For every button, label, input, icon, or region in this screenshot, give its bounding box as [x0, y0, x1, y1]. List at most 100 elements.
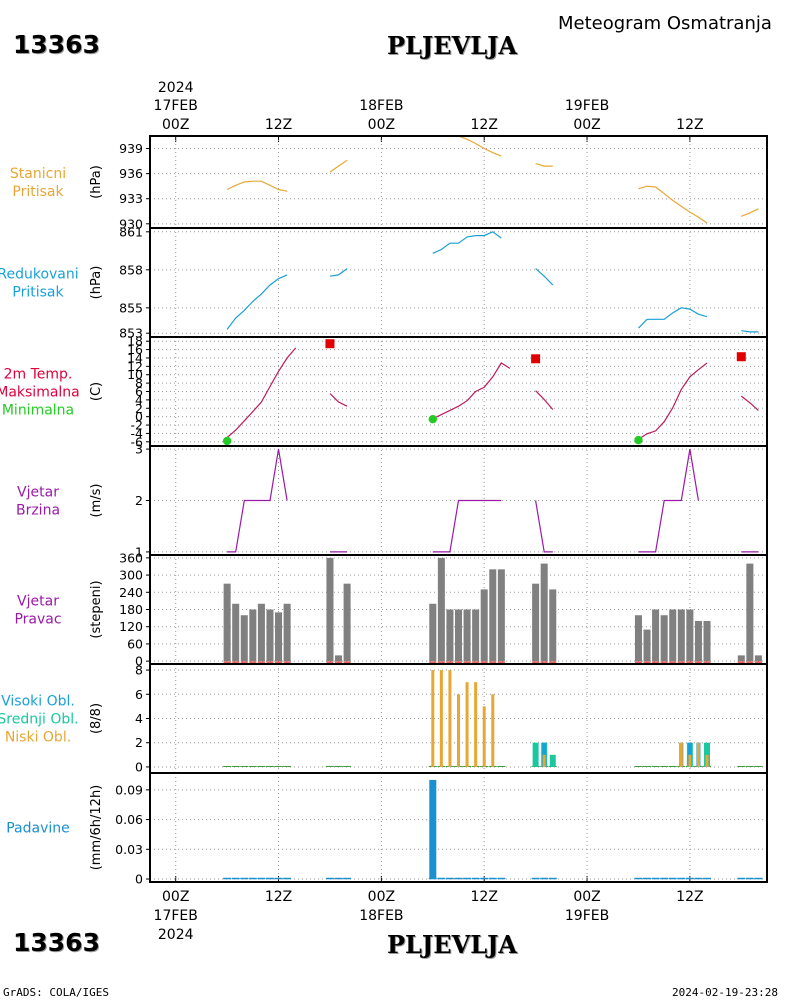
y-tick-label: 1 — [135, 544, 143, 559]
y-tick-label: 8 — [135, 376, 143, 391]
series-line-reduced-pressure — [638, 307, 708, 329]
low-cloud-bar — [439, 670, 443, 767]
low-cloud-bar — [448, 670, 452, 767]
y-tick-label: 300 — [119, 568, 143, 583]
low-cloud-bar — [465, 682, 469, 767]
wind-direction-bar — [437, 557, 445, 662]
panel-label: Maksimalna — [0, 385, 80, 401]
y-tick-label: 180 — [119, 602, 143, 617]
series-line-reduced-pressure — [432, 231, 502, 254]
y-tick-label: 930 — [119, 216, 143, 231]
y-tick-label: 0 — [135, 409, 143, 424]
axis-unit: (8/8) — [89, 703, 104, 734]
axis-unit: (hPa) — [89, 266, 104, 300]
panel-label: Visoki Obl. — [1, 694, 75, 710]
series-line-reduced-pressure — [741, 330, 759, 333]
wind-direction-bar — [240, 615, 248, 662]
station-name-top: PLJEVLJA — [387, 31, 518, 60]
y-tick-label: -6 — [131, 434, 144, 449]
series-line-station-pressure — [741, 208, 759, 217]
bottom-hour-label: 00Z — [368, 889, 395, 905]
wind-direction-bar — [454, 609, 463, 662]
series-line-reduced-pressure — [535, 268, 554, 286]
wind-direction-bar — [266, 609, 274, 662]
y-tick-label: 939 — [119, 141, 143, 156]
precipitation-bar — [429, 779, 437, 880]
panel-label: Pritisak — [12, 184, 64, 200]
panel-label: Brzina — [16, 503, 60, 519]
series-line-wind-speed — [432, 499, 502, 553]
wind-direction-bar — [532, 583, 540, 662]
bottom-hour-label: 12Z — [265, 889, 292, 905]
bottom-year-label: 2024 — [158, 927, 194, 943]
wind-direction-bar — [643, 629, 651, 662]
low-cloud-bar — [457, 694, 460, 767]
series-line-reduced-pressure — [329, 268, 348, 277]
panel-plot-area — [227, 449, 759, 553]
series-line-wind-speed — [535, 500, 553, 553]
top-hour-label: 00Z — [573, 117, 600, 133]
top-year-label: 2024 — [158, 80, 194, 96]
low-cloud-bar — [542, 754, 546, 767]
y-tick-label: 936 — [119, 166, 143, 181]
series-line-temperature — [740, 395, 759, 411]
panel-label: Vjetar — [17, 485, 59, 501]
y-tick-label: -2 — [131, 418, 143, 433]
mid-cloud-bar — [549, 754, 556, 767]
mid-cloud-bar — [532, 742, 539, 767]
panel-label: Minimalna — [2, 403, 74, 419]
panel-label: Pritisak — [12, 285, 64, 301]
tmin-marker — [634, 435, 643, 445]
wind-direction-bar — [343, 583, 351, 662]
series-line-station-pressure — [455, 136, 502, 157]
wind-direction-bar — [694, 620, 702, 662]
panel-label: Niski Obl. — [5, 730, 71, 746]
station-code-top: 13363 — [13, 30, 100, 59]
top-hour-label: 00Z — [162, 117, 189, 133]
y-tick-label: 120 — [119, 619, 143, 634]
wind-direction-bar — [283, 603, 291, 662]
top-hour-label: 12Z — [676, 117, 703, 133]
panel-label: Vjetar — [17, 594, 59, 610]
panel-label: Srednji Obl. — [0, 712, 79, 728]
y-tick-label: 0.03 — [115, 842, 143, 857]
wind-direction-bar — [634, 615, 642, 662]
panel-clouds: 0 2 4 6 8 (8/8) Visoki Obl. Srednji Obl. Niski O… — [0, 663, 768, 774]
bottom-day-label: 18FEB — [359, 908, 403, 924]
wind-direction-bar — [223, 583, 231, 662]
wind-direction-bar — [472, 609, 480, 662]
y-tick-label: 2 — [135, 493, 143, 508]
y-tick-label: 14 — [127, 350, 143, 365]
series-line-temperature — [329, 393, 348, 407]
tmin-marker — [222, 436, 232, 446]
axis-unit: (stepeni) — [89, 580, 104, 638]
panel-plot-area — [226, 136, 759, 224]
tmax-marker — [736, 352, 746, 362]
series-line-station-pressure — [638, 185, 708, 224]
series-line-station-pressure — [329, 159, 348, 173]
top-hour-label: 12Z — [471, 117, 498, 133]
y-tick-label: 855 — [119, 300, 143, 315]
panel-frame — [149, 772, 768, 883]
wind-direction-bar — [746, 563, 754, 662]
wind-direction-bar — [429, 603, 437, 662]
y-tick-label: -4 — [131, 426, 144, 441]
wind-direction-bar — [257, 603, 265, 662]
low-cloud-bar — [688, 754, 692, 767]
low-cloud-bar — [482, 706, 486, 767]
wind-direction-bar — [540, 563, 548, 662]
wind-direction-bar — [335, 655, 343, 662]
wind-direction-bar — [497, 569, 505, 662]
y-tick-label: 6 — [135, 384, 143, 399]
axis-unit: (mm/6h/12h) — [89, 785, 104, 871]
bottom-hour-label: 00Z — [573, 889, 600, 905]
top-day-label: 19FEB — [565, 98, 609, 114]
wind-direction-bar — [652, 609, 660, 662]
y-tick-label: 2 — [135, 401, 143, 416]
bottom-hour-label: 12Z — [471, 889, 498, 905]
y-tick-label: 4 — [135, 711, 143, 726]
wind-direction-bar — [275, 612, 283, 662]
wind-direction-bar — [737, 655, 745, 662]
footer-timestamp: 2024-02-19-23:28 — [672, 986, 778, 999]
